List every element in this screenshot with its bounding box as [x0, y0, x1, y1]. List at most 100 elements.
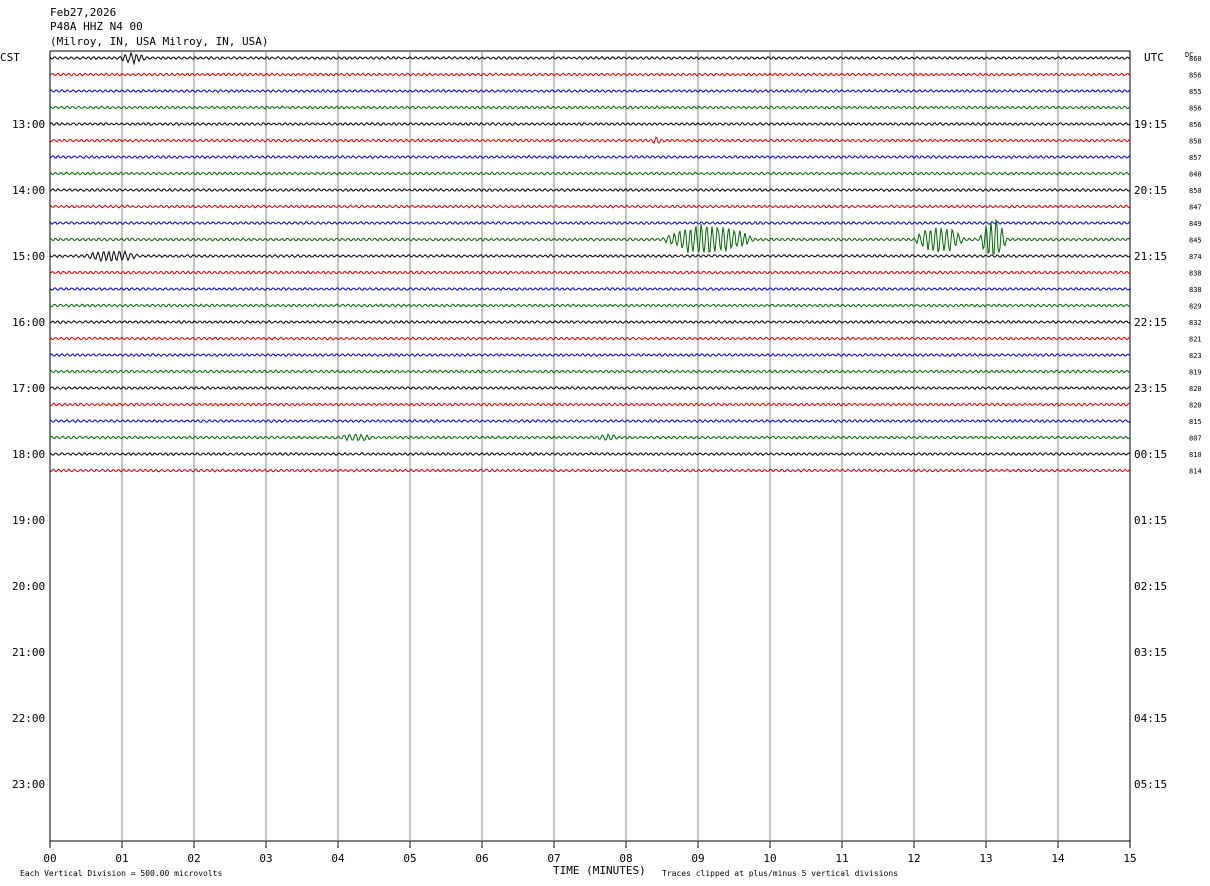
dc-offset-value: 857	[1189, 154, 1202, 162]
left-hour-label: 16:00	[12, 316, 45, 329]
x-tick-label: 01	[115, 852, 128, 865]
left-hour-label: 17:00	[12, 382, 45, 395]
left-hour-label: 14:00	[12, 184, 45, 197]
x-tick-label: 10	[763, 852, 776, 865]
left-hour-label: 23:00	[12, 778, 45, 791]
clip-note: Traces clipped at plus/minus 5 vertical …	[662, 869, 898, 878]
seismic-trace	[49, 136, 1131, 145]
dc-offset-value: 845	[1189, 237, 1202, 245]
seismic-trace	[49, 154, 1131, 160]
left-hour-label: 15:00	[12, 250, 45, 263]
dc-offset-value: 814	[1189, 468, 1202, 476]
right-timezone-label: UTC	[1144, 51, 1164, 64]
right-hour-label: 22:15	[1134, 316, 1167, 329]
seismic-trace	[49, 51, 1131, 66]
dc-offset-header: DC	[1185, 51, 1193, 59]
seismic-trace	[49, 270, 1131, 275]
trace-group	[49, 51, 1131, 473]
seismic-trace	[49, 385, 1131, 391]
x-tick-label: 06	[475, 852, 488, 865]
x-axis-title: TIME (MINUTES)	[553, 864, 646, 877]
dc-offset-value: 838	[1189, 270, 1202, 278]
dc-offset-value: 874	[1189, 253, 1202, 261]
x-tick-label: 02	[187, 852, 200, 865]
x-tick-label: 15	[1123, 852, 1136, 865]
x-tick-label: 03	[259, 852, 272, 865]
dc-offset-value: 848	[1189, 171, 1202, 179]
left-hour-label: 19:00	[12, 514, 45, 527]
dc-offset-value: 820	[1189, 385, 1202, 393]
seismic-trace	[49, 286, 1131, 292]
seismic-trace	[49, 336, 1131, 341]
seismic-trace	[49, 369, 1131, 374]
right-hour-label: 01:15	[1134, 514, 1167, 527]
dc-offset-value: 821	[1189, 336, 1202, 344]
seismic-trace	[49, 171, 1131, 176]
seismic-trace	[49, 249, 1131, 263]
dc-offset-value: 819	[1189, 369, 1202, 377]
x-tick-label: 13	[979, 852, 992, 865]
dc-offset-value: 829	[1189, 303, 1202, 311]
dc-offset-value: 847	[1189, 204, 1202, 212]
x-tick-label: 07	[547, 852, 560, 865]
seismic-trace	[49, 219, 1131, 255]
seismic-trace	[49, 319, 1131, 325]
left-hour-label: 21:00	[12, 646, 45, 659]
x-tick-label: 12	[907, 852, 920, 865]
dc-offset-value: 860	[1189, 55, 1202, 63]
dc-offset-value: 838	[1189, 286, 1202, 294]
right-hour-label: 19:15	[1134, 118, 1167, 131]
x-tick-label: 05	[403, 852, 416, 865]
header-station: P48A HHZ N4 00	[50, 20, 143, 33]
x-tick-label: 14	[1051, 852, 1065, 865]
dc-offset-value: 807	[1189, 435, 1202, 443]
dc-offset-value: 858	[1189, 138, 1202, 146]
x-axis-ticks: 00 01 02 03 04 05 06 07 08 09 10 11 12 13 14 15	[43, 841, 1137, 865]
seismic-trace	[49, 303, 1131, 308]
right-hour-label: 02:15	[1134, 580, 1167, 593]
x-tick-label: 00	[43, 852, 56, 865]
dc-offset-value: 820	[1189, 402, 1202, 410]
right-hour-label: 20:15	[1134, 184, 1167, 197]
seismic-trace	[49, 468, 1131, 473]
dc-offset-value: 832	[1189, 319, 1202, 327]
x-tick-label: 09	[691, 852, 704, 865]
seismic-trace	[49, 105, 1131, 110]
dc-offset-value: 850	[1189, 187, 1202, 195]
dc-offset-value: 855	[1189, 88, 1202, 96]
seismic-trace	[49, 432, 1131, 442]
left-hour-label: 22:00	[12, 712, 45, 725]
seismic-trace	[49, 88, 1131, 94]
dc-offset-value: 815	[1189, 418, 1202, 426]
plot-frame	[49, 50, 1131, 842]
dc-offset-value: 856	[1189, 72, 1202, 80]
left-hour-label: 20:00	[12, 580, 45, 593]
right-hour-label: 04:15	[1134, 712, 1167, 725]
seismic-trace	[49, 121, 1131, 127]
header-location: (Milroy, IN, USA Milroy, IN, USA)	[50, 35, 269, 48]
x-tick-label: 04	[331, 852, 345, 865]
dc-offset-value: 856	[1189, 105, 1202, 113]
seismic-trace	[49, 72, 1131, 77]
x-tick-label: 08	[619, 852, 632, 865]
seismic-trace	[49, 220, 1131, 226]
seismic-trace	[49, 402, 1131, 407]
left-hour-label: 13:00	[12, 118, 45, 131]
dc-offset-value: 823	[1189, 352, 1202, 360]
right-hour-label: 05:15	[1134, 778, 1167, 791]
right-hour-label: 00:15	[1134, 448, 1167, 461]
vertical-division-note: Each Vertical Division = 500.00 microvol…	[20, 869, 222, 878]
dc-offset-value: 849	[1189, 220, 1202, 228]
hour-labels: 13:00 14:00 15:00 16:00 17:00 18:00 19:00 20:00…	[12, 118, 1167, 791]
header-date: Feb27,2026	[50, 6, 116, 19]
grid-lines	[49, 50, 1131, 842]
dc-offset-labels: 860 856 855 856 856 858 857 848 850 847 849 845 874 8…	[1189, 55, 1202, 476]
dc-offset-value: 856	[1189, 121, 1202, 129]
left-timezone-label: CST	[0, 51, 20, 64]
seismic-trace	[49, 204, 1131, 209]
right-hour-label: 03:15	[1134, 646, 1167, 659]
x-tick-label: 11	[835, 852, 848, 865]
seismic-trace	[49, 352, 1131, 358]
left-hour-label: 18:00	[12, 448, 45, 461]
